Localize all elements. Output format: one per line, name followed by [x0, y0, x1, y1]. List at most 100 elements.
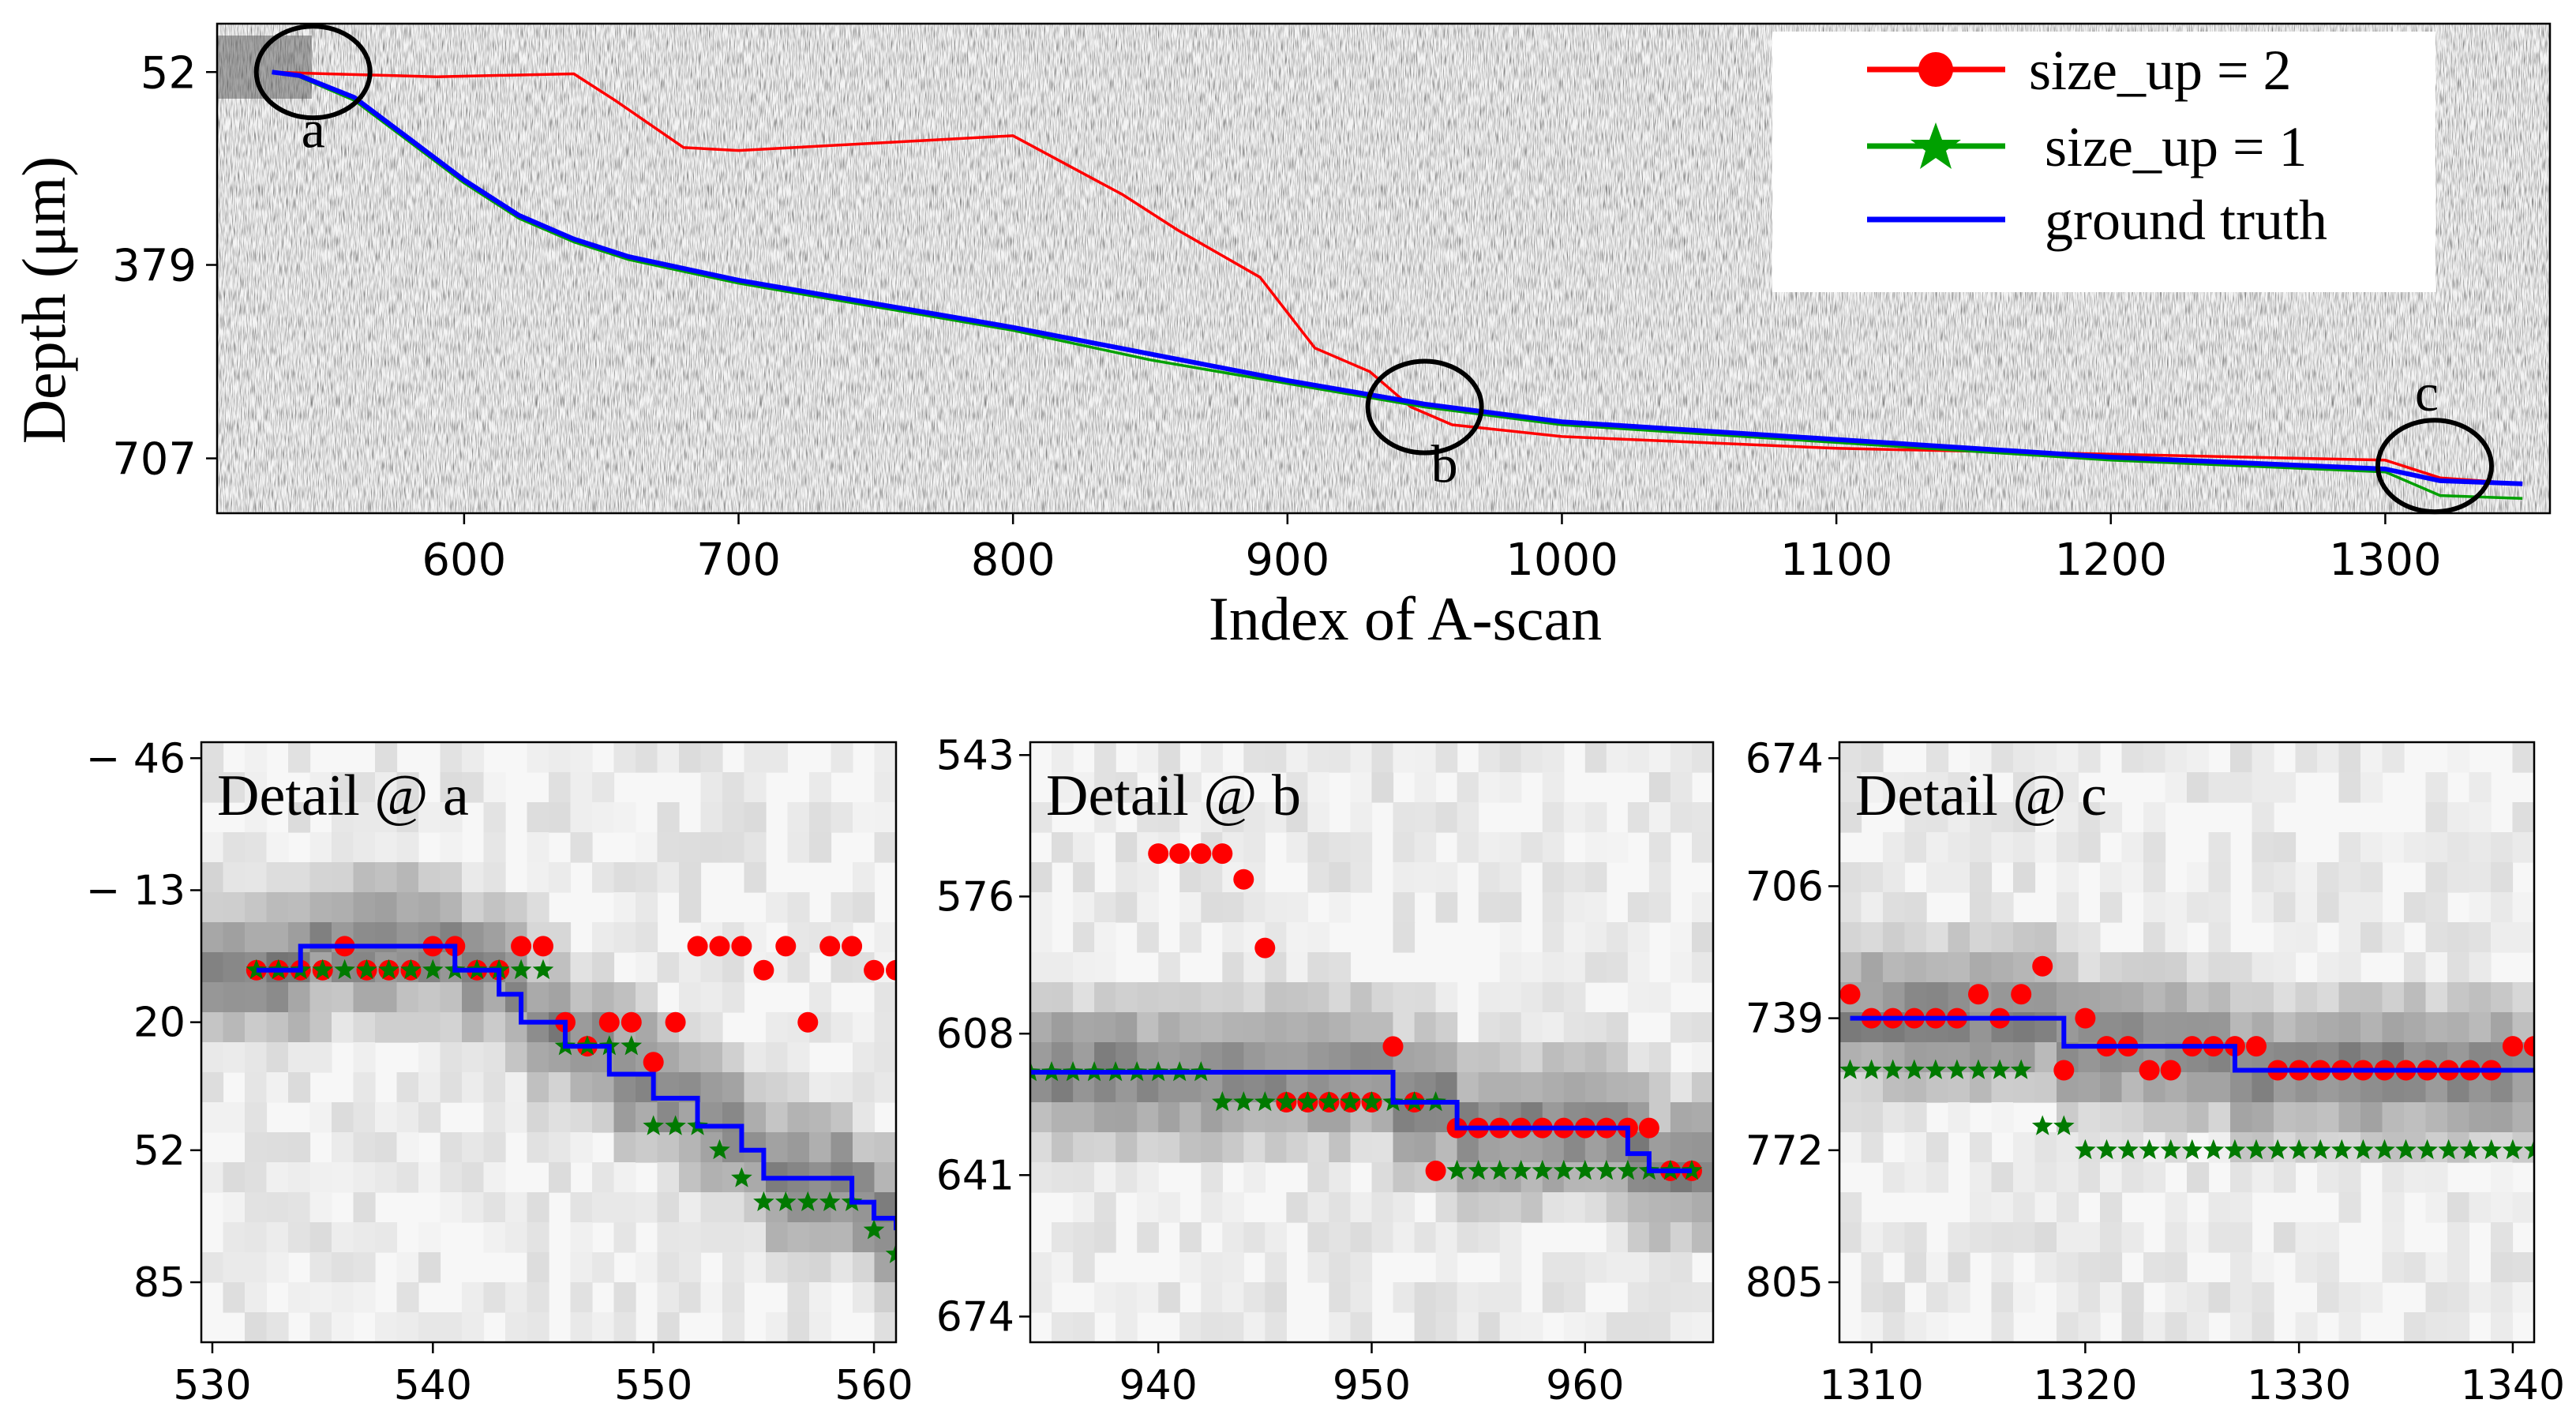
- detail-cell: [353, 1072, 376, 1103]
- detail-cell: [483, 892, 506, 923]
- detail-cell: [2491, 1252, 2514, 1283]
- detail-cell: [2338, 952, 2361, 983]
- detail-cell: [679, 1132, 702, 1163]
- detail-cell: [2057, 802, 2079, 833]
- detail-cell: [266, 1252, 289, 1283]
- detail-cell: [1201, 1252, 1223, 1283]
- detail-cell: [396, 862, 419, 893]
- detail-cell: [201, 982, 224, 1013]
- detail-cell: [1307, 1162, 1330, 1193]
- detail-cell: [700, 952, 723, 983]
- legend-marker-circle: [1918, 52, 1953, 87]
- detail-cell: [1991, 1222, 2014, 1253]
- detail-cell: [2252, 1312, 2274, 1342]
- detail-cell: [2230, 982, 2253, 1013]
- detail-cell: [744, 802, 767, 833]
- detail-cell: [1670, 1072, 1693, 1103]
- detail-cell: [2512, 742, 2534, 773]
- detail-cell: [2512, 1192, 2534, 1223]
- detail-cell: [2360, 862, 2383, 893]
- detail-cell: [527, 802, 549, 833]
- detail-cell: [1670, 1222, 1693, 1253]
- detail-point-size-up-1: [1361, 1091, 1382, 1112]
- detail-cell: [744, 742, 767, 773]
- detail-cell: [1350, 742, 1373, 773]
- detail-point-size-up-1: [2245, 1139, 2267, 1160]
- detail-y-tick-label: 543: [936, 732, 1014, 779]
- detail-cell: [592, 952, 615, 983]
- detail-cell: [1991, 952, 2014, 983]
- detail-cell: [1904, 982, 1927, 1013]
- detail-cell: [1648, 862, 1671, 893]
- detail-point-size-up-2: [1425, 1160, 1446, 1181]
- detail-cell: [462, 1042, 485, 1073]
- detail-cell: [2078, 922, 2101, 953]
- detail-cell: [1052, 1162, 1074, 1193]
- detail-cell: [332, 1222, 354, 1253]
- detail-cell: [1563, 1042, 1586, 1073]
- annotation-label-a: a: [302, 99, 325, 159]
- detail-cell: [2034, 1192, 2057, 1223]
- detail-point-size-up-2: [665, 1011, 686, 1033]
- detail-cell: [288, 1192, 311, 1223]
- detail-cell: [1926, 982, 1949, 1013]
- detail-cell: [201, 1072, 224, 1103]
- annotation-circle-c: [2375, 418, 2494, 515]
- detail-series-group: [246, 936, 896, 1263]
- detail-cell: [1243, 1282, 1266, 1313]
- detail-cell: [332, 862, 354, 893]
- detail-cell: [505, 982, 528, 1013]
- detail-cell: [2404, 1312, 2427, 1342]
- detail-cell: [223, 922, 246, 953]
- detail-cell: [462, 982, 485, 1013]
- detail-point-size-up-2: [1233, 869, 1254, 890]
- detail-cell: [1201, 892, 1223, 923]
- detail-cell: [1861, 1072, 1884, 1103]
- detail-cell: [2317, 1222, 2340, 1253]
- detail-cell: [2469, 892, 2492, 923]
- detail-point-size-up-1: [2480, 1139, 2503, 1160]
- detail-point-size-up-1: [1861, 1059, 1882, 1079]
- detail-cell: [2295, 922, 2318, 953]
- detail-cell: [1563, 1282, 1586, 1313]
- detail-cell: [223, 1252, 246, 1283]
- detail-cell: [1883, 922, 1906, 953]
- detail-cell: [2404, 892, 2427, 923]
- detail-cell: [1179, 1012, 1202, 1043]
- detail-cell: [1520, 832, 1543, 863]
- detail-cell: [809, 1222, 832, 1253]
- detail-cell: [1926, 1282, 1949, 1313]
- detail-cell: [592, 1312, 615, 1342]
- detail-cell: [1030, 952, 1052, 983]
- detail-point-size-up-1: [885, 1243, 896, 1263]
- detail-cell: [288, 1042, 311, 1073]
- detail-x-tick-label: 950: [1333, 1362, 1411, 1409]
- detail-cell: [1520, 952, 1543, 983]
- detail-cell: [1201, 982, 1223, 1013]
- detail-cell: [679, 1192, 702, 1223]
- detail-point-size-up-2: [886, 959, 896, 981]
- detail-cell: [527, 862, 549, 893]
- detail-cell: [831, 952, 853, 983]
- detail-cell: [1094, 922, 1116, 953]
- detail-cell: [462, 1072, 485, 1103]
- detail-cell: [483, 862, 506, 893]
- detail-cell: [440, 1132, 463, 1163]
- detail-cell: [527, 1102, 549, 1133]
- detail-cell: [2317, 952, 2340, 983]
- detail-cell: [2013, 862, 2036, 893]
- detail-cell: [1201, 1162, 1223, 1193]
- detail-cell: [1307, 1192, 1330, 1223]
- detail-cell: [223, 952, 246, 983]
- detail-cell: [549, 742, 572, 773]
- detail-cell: [1970, 952, 1993, 983]
- detail-cell: [1926, 802, 1949, 833]
- detail-cell: [288, 892, 311, 923]
- detail-cell: [2187, 1102, 2210, 1133]
- detail-cell: [679, 1222, 702, 1253]
- detail-cell: [1670, 922, 1693, 953]
- detail-cell: [809, 1312, 832, 1342]
- detail-cell: [831, 1072, 853, 1103]
- detail-cell: [396, 892, 419, 923]
- detail-cell: [353, 1282, 376, 1313]
